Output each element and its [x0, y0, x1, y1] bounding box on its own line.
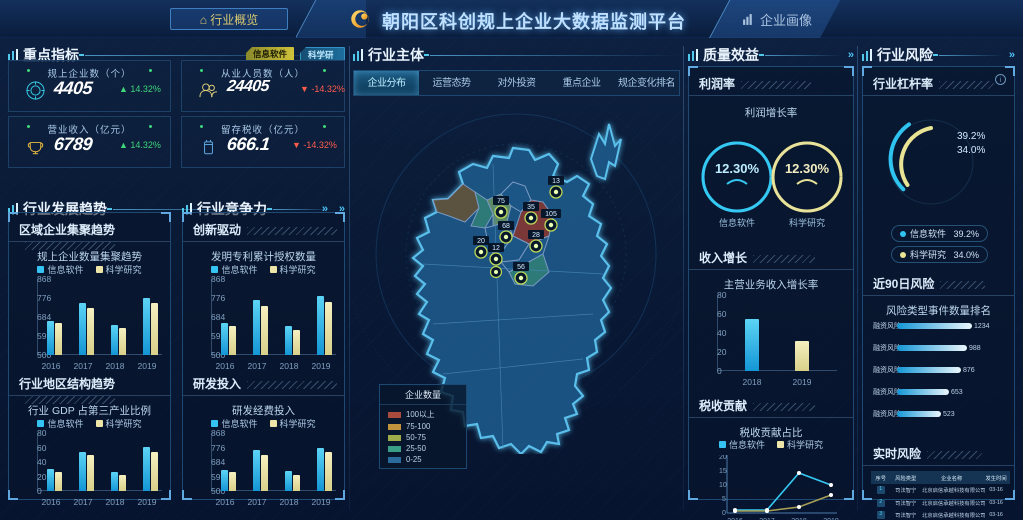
svg-text:12.30%: 12.30% [785, 161, 830, 176]
svg-text:105: 105 [545, 211, 557, 218]
svg-text:34.0%: 34.0% [957, 145, 985, 156]
svg-text:信息软件: 信息软件 [719, 217, 755, 228]
svg-text:56: 56 [517, 264, 525, 271]
svg-text:10: 10 [719, 482, 727, 489]
svg-text:20: 20 [477, 238, 485, 245]
svg-text:12.30%: 12.30% [715, 161, 760, 176]
svg-text:68: 68 [502, 223, 510, 230]
svg-text:20: 20 [719, 455, 727, 461]
svg-text:13: 13 [552, 178, 560, 185]
svg-text:39.2%: 39.2% [957, 131, 985, 142]
svg-text:15: 15 [719, 468, 727, 475]
svg-text:5: 5 [722, 496, 726, 503]
svg-text:28: 28 [532, 232, 540, 239]
svg-text:12: 12 [492, 245, 500, 252]
svg-text:科学研究: 科学研究 [789, 217, 825, 228]
svg-text:35: 35 [527, 204, 535, 211]
svg-text:75: 75 [497, 198, 505, 205]
svg-text:0: 0 [722, 510, 726, 517]
